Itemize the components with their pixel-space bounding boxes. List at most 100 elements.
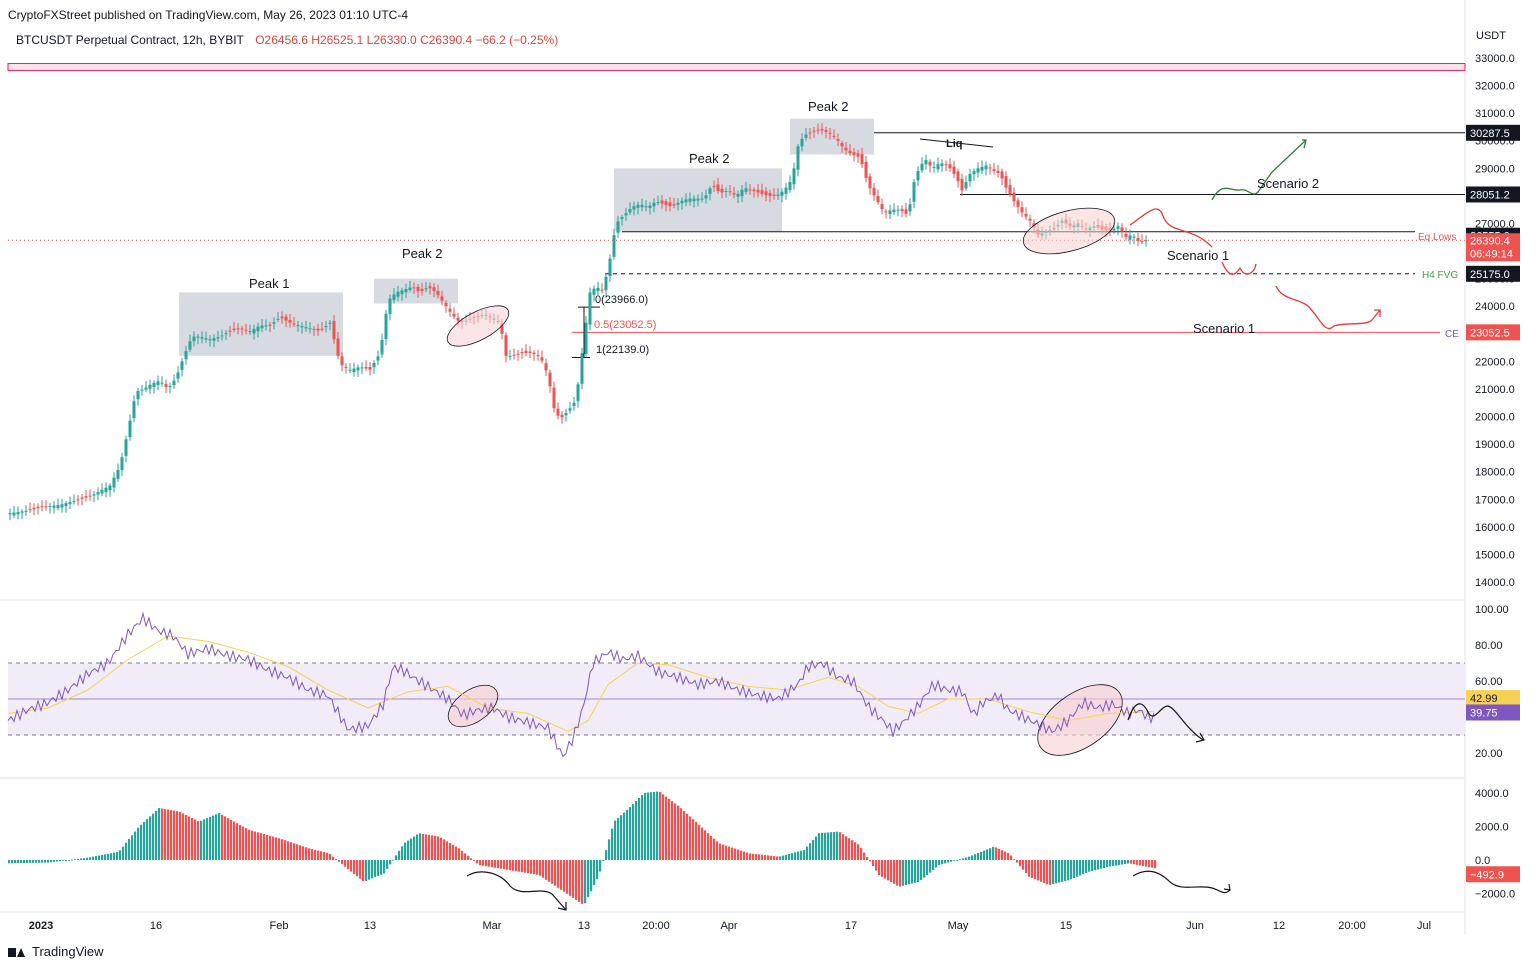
hist-bar	[17, 860, 20, 864]
candle-body	[820, 128, 824, 131]
candle-body	[972, 171, 976, 175]
candle-body	[456, 317, 460, 321]
candle-body	[336, 338, 340, 356]
candle-body	[128, 420, 132, 438]
hist-bar	[1130, 860, 1133, 864]
hist-bar	[740, 850, 743, 860]
hist-bar	[869, 860, 872, 862]
chart-annotation: 0(23966.0)	[595, 294, 648, 306]
candle-body	[248, 331, 252, 333]
time-tick-label: 16	[150, 920, 162, 932]
hist-bar	[575, 860, 578, 900]
candle-body	[716, 184, 720, 192]
candle-body	[880, 203, 884, 209]
hist-bar	[1127, 860, 1130, 864]
hist-bar	[569, 860, 572, 896]
candle-body	[756, 189, 760, 193]
hist-bar	[878, 860, 881, 876]
hist-bar	[593, 860, 596, 886]
rsi-ma-tag	[1466, 690, 1520, 707]
hist-bar	[524, 860, 527, 873]
hist-bar	[401, 846, 404, 860]
hist-bar	[137, 827, 140, 860]
hist-bar	[548, 860, 551, 882]
candle-body	[968, 173, 972, 182]
candle-body	[356, 367, 360, 371]
footer-brand[interactable]: TradingView	[8, 944, 104, 959]
candle-body	[932, 166, 936, 168]
candle-body	[728, 191, 732, 193]
hist-bar	[674, 803, 677, 860]
candle-body	[832, 135, 836, 137]
hist-bar	[98, 855, 101, 860]
hist-bar	[701, 827, 704, 860]
candle-body	[552, 387, 556, 409]
chart-annotation: Scenario 2	[1257, 176, 1319, 191]
hist-value: −492.9	[1470, 869, 1504, 881]
scenario-1-arrow	[1374, 309, 1381, 317]
candle-body	[844, 147, 848, 151]
candle-body	[424, 288, 428, 290]
hist-bar	[854, 842, 857, 860]
candle-body	[320, 328, 324, 330]
hist-bar	[140, 824, 143, 860]
hist-bar	[635, 801, 638, 860]
candle-body	[256, 326, 260, 332]
hist-bar	[416, 834, 419, 860]
candle-body	[52, 505, 56, 508]
candle-body	[268, 324, 272, 326]
current-price-value: 26390.4	[1470, 235, 1510, 247]
current-price-tag	[1466, 233, 1520, 262]
hist-bar	[104, 854, 107, 860]
hist-bar	[44, 860, 47, 863]
hist-bar	[269, 835, 272, 860]
hist-bar	[572, 860, 575, 898]
hist-bar	[308, 848, 311, 860]
candle-body	[324, 326, 328, 328]
rsi-ma-line	[7, 635, 1155, 732]
hist-bar	[134, 831, 137, 860]
candle-body	[408, 287, 412, 291]
candle-body	[216, 337, 220, 339]
candle-body	[72, 500, 76, 502]
candle-body	[536, 355, 540, 357]
candle-body	[440, 296, 444, 301]
candle-body	[284, 316, 288, 321]
candle-body	[360, 367, 364, 369]
candle-body	[76, 499, 80, 501]
hist-bar	[185, 814, 188, 860]
candle-body	[912, 182, 916, 202]
hist-bar	[848, 838, 851, 860]
hist-bar	[986, 849, 989, 860]
hist-bar	[614, 820, 617, 860]
symbol-legend: BTCUSDT Perpetual Contract, 12h, BYBIT O…	[16, 33, 558, 47]
time-tick-label: 20:00	[642, 920, 670, 932]
hist-bar	[380, 860, 383, 875]
hist-bar	[272, 836, 275, 860]
symbol-title[interactable]: BTCUSDT Perpetual Contract, 12h, BYBIT	[16, 33, 244, 47]
candle-body	[1128, 235, 1132, 240]
hist-bar	[698, 824, 701, 860]
chart-annotation: H4 FVG	[1422, 270, 1458, 281]
hist-bar	[128, 839, 131, 860]
hist-bar	[41, 860, 44, 863]
hist-bar	[1073, 860, 1076, 879]
hist-bar	[392, 859, 395, 861]
hist-bar	[248, 829, 251, 860]
time-tick-label: Jun	[1186, 920, 1204, 932]
hist-bar	[881, 860, 884, 877]
hist-bar	[491, 860, 494, 868]
hist-bar	[806, 846, 809, 860]
hist-bar	[518, 860, 521, 872]
hist-bar	[530, 860, 533, 874]
hist-bar	[716, 841, 719, 860]
bar-countdown: 06:49:14	[1470, 248, 1513, 260]
time-tick-label: May	[948, 920, 969, 932]
hist-bar	[200, 820, 203, 860]
hist-bar	[146, 819, 149, 860]
hist-bar	[1013, 859, 1016, 860]
hist-bar	[1010, 855, 1013, 860]
candle-body	[252, 328, 256, 334]
hist-bar	[815, 836, 818, 860]
